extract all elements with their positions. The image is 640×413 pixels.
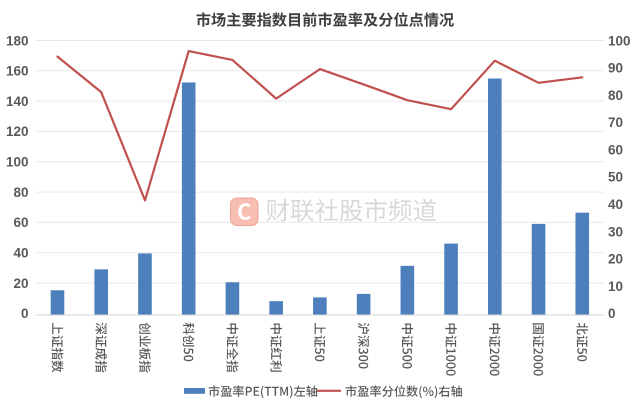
svg-text:100: 100 [608, 33, 631, 48]
svg-text:20: 20 [608, 252, 623, 267]
svg-text:70: 70 [608, 115, 623, 130]
svg-text:100: 100 [6, 155, 29, 170]
svg-text:40: 40 [13, 246, 28, 261]
svg-text:80: 80 [13, 185, 28, 200]
svg-text:140: 140 [6, 94, 29, 109]
svg-text:160: 160 [6, 64, 29, 79]
svg-text:0: 0 [21, 306, 29, 321]
svg-text:60: 60 [13, 215, 28, 230]
svg-text:90: 90 [608, 61, 623, 76]
svg-text:180: 180 [6, 33, 29, 48]
svg-text:120: 120 [6, 124, 29, 139]
svg-text:20: 20 [13, 276, 28, 291]
svg-text:80: 80 [608, 88, 623, 103]
svg-text:10: 10 [608, 279, 623, 294]
svg-text:50: 50 [608, 170, 623, 185]
svg-text:0: 0 [608, 306, 616, 321]
svg-text:60: 60 [608, 142, 623, 157]
svg-text:30: 30 [608, 224, 623, 239]
svg-text:40: 40 [608, 197, 623, 212]
